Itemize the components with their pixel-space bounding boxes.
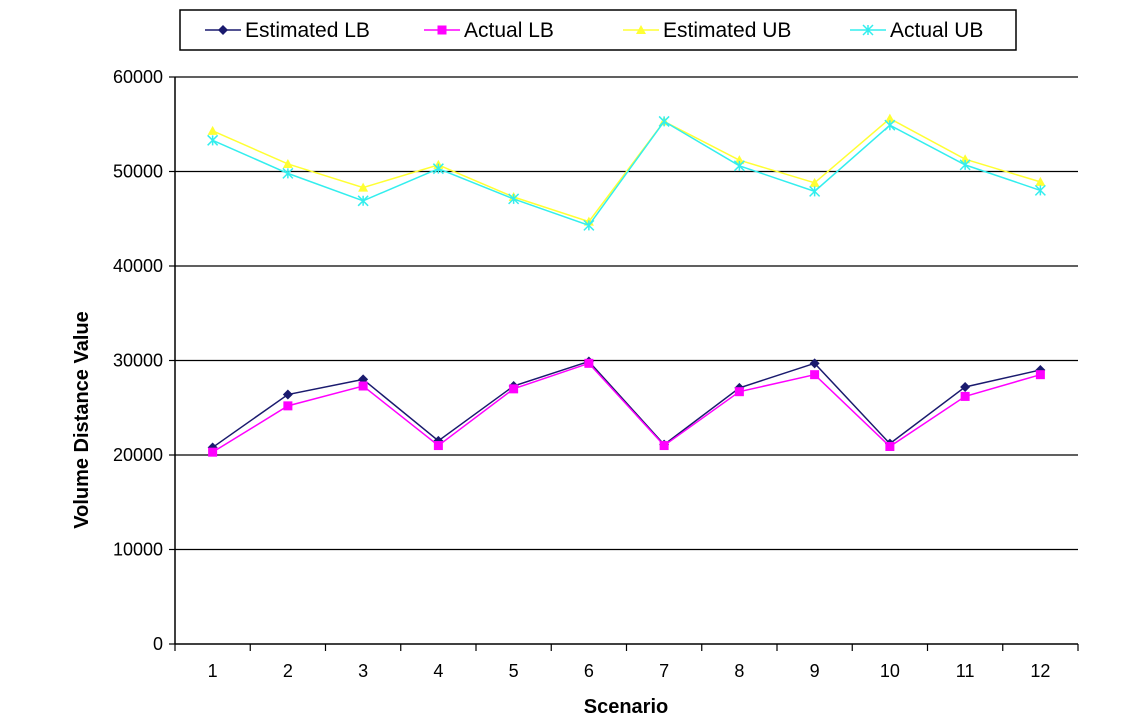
y-tick-label: 10000 [113,540,163,560]
series-line-estimated-ub [212,117,1041,223]
data-point-actual-ub [809,185,821,197]
legend: Estimated LB Actual LB Estimated UB Actual … [179,9,1017,51]
x-tick-label: 12 [1030,661,1050,681]
data-point-estimated-ub [809,177,820,187]
data-point-actual-lb [509,384,519,394]
data-point-actual-lb [659,441,669,451]
series-estimated-ub [207,113,1046,226]
gridlines [175,76,1078,551]
legend-label: Estimated LB [245,19,370,42]
legend-item-actual-lb: Actual LB [424,19,554,42]
x-tick-label: 9 [810,661,820,681]
y-tick-label: 0 [153,634,163,654]
data-point-actual-ub [583,219,595,231]
x-tick-label: 2 [283,661,293,681]
data-point-actual-ub [282,167,294,179]
data-point-estimated-lb [960,381,971,392]
data-point-actual-lb [885,441,895,451]
data-point-actual-lb [810,370,820,380]
x-tick-label: 3 [358,661,368,681]
legend-swatch-marker [437,25,447,35]
data-point-estimated-lb [282,389,293,400]
legend-label: Actual UB [890,19,983,42]
y-tick-label: 30000 [113,351,163,371]
series-line-actual-lb [212,362,1041,453]
x-tick-label: 11 [956,661,975,681]
data-point-actual-ub [884,119,896,131]
data-point-actual-ub [733,160,745,172]
data-point-actual-ub [432,163,444,175]
legend-label: Estimated UB [663,19,791,42]
x-tick-labels: 1 2 3 4 5 6 7 8 9 10 11 12 [174,644,1079,681]
data-point-actual-ub [959,159,971,171]
legend-item-estimated-lb: Estimated LB [205,19,370,42]
y-axis-title: Volume Distance Value [71,311,93,529]
data-point-actual-lb [1035,370,1045,380]
data-point-actual-lb [960,391,970,401]
x-tick-label: 8 [734,661,744,681]
y-tick-label: 20000 [113,445,163,465]
data-point-estimated-ub [884,113,895,123]
series-actual-lb [208,358,1045,457]
data-point-actual-ub [1034,184,1046,196]
data-point-actual-lb [283,401,293,411]
data-point-estimated-ub [358,182,369,192]
data-point-actual-lb [584,358,594,368]
data-point-estimated-ub [207,125,218,135]
y-tick-label: 40000 [113,256,163,276]
y-tick-label: 60000 [113,67,163,87]
data-point-actual-ub [508,193,520,205]
legend-swatch-marker [636,25,646,34]
x-tick-label: 7 [659,661,669,681]
data-point-actual-lb [358,381,368,391]
x-tick-label: 6 [584,661,594,681]
data-point-actual-ub [207,134,219,146]
x-tick-label: 1 [208,661,218,681]
legend-label: Actual LB [464,19,554,42]
x-axis-title: Scenario [584,696,668,718]
series-layer [207,113,1046,457]
series-line-actual-ub [212,120,1041,227]
y-tick-label: 50000 [113,162,163,182]
data-point-actual-lb [734,387,744,397]
legend-swatch-marker [218,25,228,35]
data-point-estimated-ub [960,154,971,164]
data-point-actual-lb [208,447,218,457]
data-point-actual-ub [658,115,670,127]
y-tick-labels: 0 10000 20000 30000 40000 50000 60000 [113,67,175,654]
x-tick-label: 5 [509,661,519,681]
data-point-actual-lb [433,441,443,451]
x-tick-label: 4 [433,661,443,681]
series-actual-ub [207,115,1046,231]
data-point-estimated-ub [1035,176,1046,186]
legend-item-actual-ub: Actual UB [850,19,983,42]
legend-item-estimated-ub: Estimated UB [623,19,791,42]
data-point-estimated-ub [282,158,293,168]
x-tick-label: 10 [880,661,900,681]
legend-swatch-marker [862,24,874,36]
data-point-estimated-ub [734,155,745,165]
data-point-estimated-lb [809,358,820,369]
data-point-actual-ub [357,195,369,207]
series-line-estimated-lb [212,360,1041,449]
